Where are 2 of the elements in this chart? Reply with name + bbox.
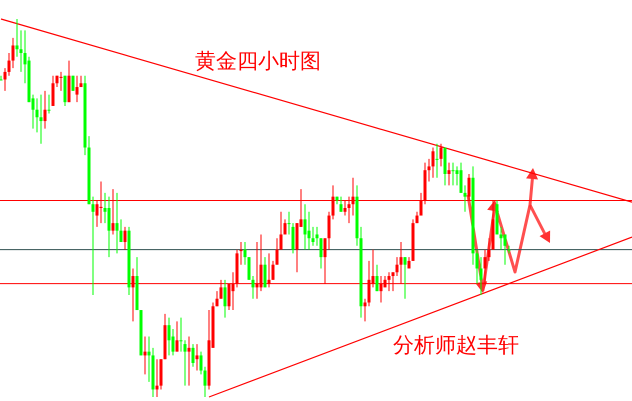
annotation: 黄金四小时图	[195, 49, 321, 73]
annotation: 分析师赵丰轩	[393, 333, 519, 357]
